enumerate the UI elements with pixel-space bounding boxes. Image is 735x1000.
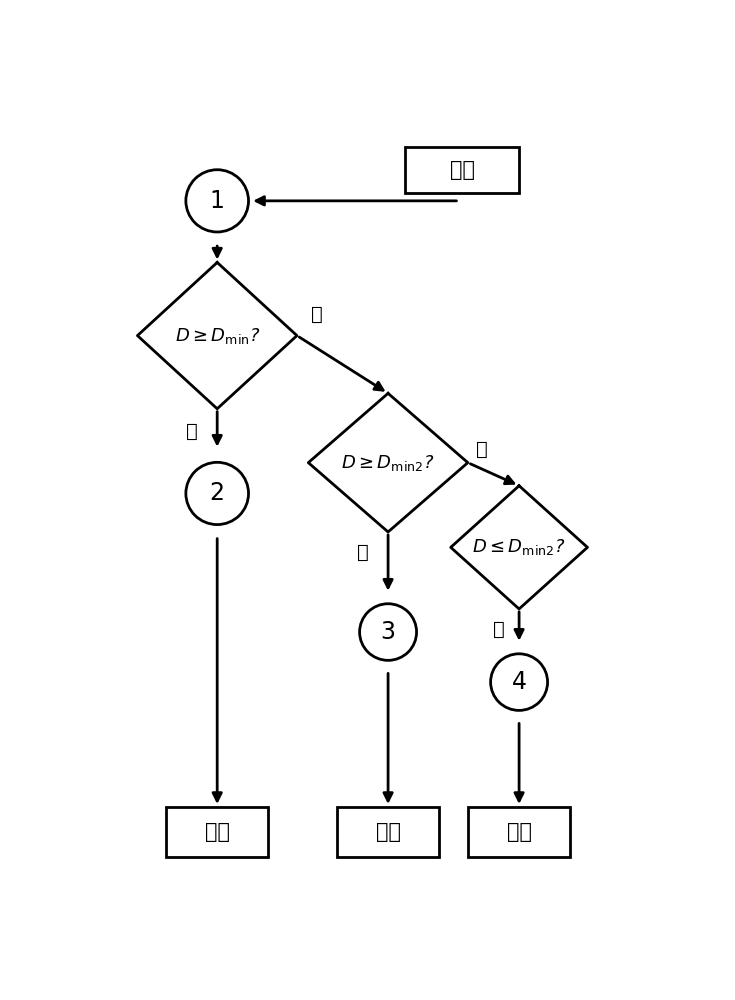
Text: 结束: 结束 bbox=[506, 822, 531, 842]
Polygon shape bbox=[451, 486, 587, 609]
Text: 开始: 开始 bbox=[450, 160, 475, 180]
Text: $D\leq D_{\mathrm{min2}}$?: $D\leq D_{\mathrm{min2}}$? bbox=[473, 537, 566, 557]
Polygon shape bbox=[137, 262, 297, 409]
Bar bbox=[337, 807, 440, 857]
Text: 3: 3 bbox=[381, 620, 395, 644]
Text: $D\geq D_{\mathrm{min2}}$?: $D\geq D_{\mathrm{min2}}$? bbox=[342, 453, 434, 473]
Text: 是: 是 bbox=[186, 422, 198, 441]
Ellipse shape bbox=[491, 654, 548, 710]
Text: 结束: 结束 bbox=[376, 822, 401, 842]
Ellipse shape bbox=[186, 170, 248, 232]
Text: 是: 是 bbox=[356, 543, 368, 562]
Text: 4: 4 bbox=[512, 670, 526, 694]
Text: 结束: 结束 bbox=[204, 822, 230, 842]
Text: 否: 否 bbox=[311, 305, 323, 324]
Ellipse shape bbox=[359, 604, 417, 660]
Ellipse shape bbox=[186, 462, 248, 525]
Text: 2: 2 bbox=[209, 481, 225, 505]
Text: 1: 1 bbox=[209, 189, 225, 213]
Text: 否: 否 bbox=[476, 440, 488, 459]
Text: 是: 是 bbox=[493, 620, 505, 639]
Bar bbox=[468, 807, 570, 857]
Bar bbox=[405, 147, 519, 193]
Bar bbox=[166, 807, 268, 857]
Text: $D\geq D_{\mathrm{min}}$?: $D\geq D_{\mathrm{min}}$? bbox=[174, 326, 260, 346]
Polygon shape bbox=[308, 393, 468, 532]
